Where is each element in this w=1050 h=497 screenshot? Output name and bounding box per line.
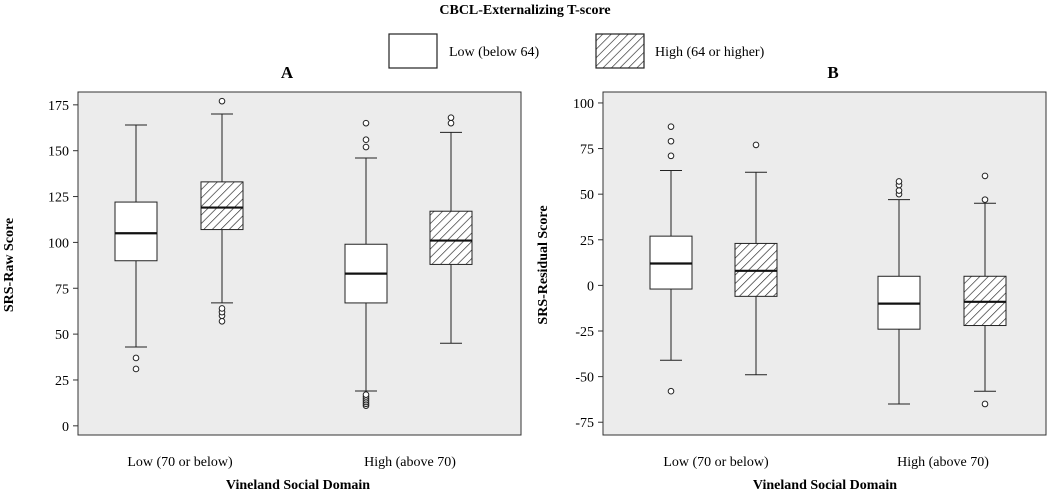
iqr-box xyxy=(429,210,473,265)
panel-b-ylabel: SRS-Residual Score xyxy=(536,205,551,324)
outlier-point xyxy=(132,354,140,362)
panel-b-high-box-low xyxy=(734,141,778,376)
outlier-point xyxy=(981,196,989,203)
outlier-point xyxy=(362,119,370,127)
panel-b-ytick-label: -50 xyxy=(575,371,594,386)
legend-title: CBCL-Externalizing T-score xyxy=(439,3,610,18)
panel-a-low-box-low xyxy=(114,124,158,373)
outlier-point xyxy=(132,365,140,373)
panel-b-xtick-low: Low (70 or below) xyxy=(663,455,769,470)
outlier-point xyxy=(218,97,226,105)
panel-a-ytick-label: 50 xyxy=(55,328,69,343)
panel-b-xlabel: Vineland Social Domain xyxy=(753,478,897,492)
legend-item-low: Low (below 64) xyxy=(388,33,540,69)
legend-item-high: High (64 or higher) xyxy=(595,33,765,69)
outlier-point xyxy=(667,387,675,395)
outlier-point xyxy=(895,187,903,194)
panel-b-ytick-label: 0 xyxy=(587,279,594,294)
outlier-point xyxy=(981,400,989,408)
panel-a-ytick-label: 75 xyxy=(55,282,69,297)
legend-label-low: Low (below 64) xyxy=(449,45,540,60)
panel-a-boxes xyxy=(114,97,473,409)
panel-b-ytick-label: 100 xyxy=(573,97,594,112)
outlier-point xyxy=(895,178,903,185)
outlier-point xyxy=(447,114,455,121)
outlier-point xyxy=(447,119,455,127)
panel-b-low-box-low xyxy=(649,123,693,395)
panel-a-ytick-label: 0 xyxy=(62,420,69,435)
panel-b-y-axis: -75 -50 -25 0 25 50 75 100 xyxy=(573,97,603,431)
outlier-point xyxy=(752,141,760,149)
outlier-point xyxy=(362,143,370,151)
panel-a-high-box-low xyxy=(200,97,244,325)
panel-a-xlabel: Vineland Social Domain xyxy=(226,478,370,492)
panel-b-boxes xyxy=(649,123,1007,408)
legend-swatch-high xyxy=(595,33,645,69)
panel-b-ytick-label: 75 xyxy=(580,143,594,158)
outlier-point xyxy=(218,305,226,312)
panel-a-ytick-label: 125 xyxy=(48,191,69,206)
panel-b-ytick-label: -75 xyxy=(575,416,594,431)
outlier-point xyxy=(362,391,370,398)
outlier-point xyxy=(362,136,370,143)
outlier-point xyxy=(667,152,675,160)
panel-a-xtick-low: Low (70 or below) xyxy=(127,455,233,470)
panel-a-high-box-high xyxy=(429,114,473,344)
outlier-point xyxy=(218,317,226,325)
panel-b-label: B xyxy=(827,63,838,82)
iqr-box xyxy=(200,181,244,231)
outlier-point xyxy=(981,172,989,180)
panel-b-high-box-high xyxy=(963,172,1007,408)
panel-b-ytick-label: 50 xyxy=(580,188,594,203)
panel-a-low-box-high xyxy=(344,119,388,409)
panel-b-xtick-high: High (above 70) xyxy=(897,455,989,470)
panel-a-ytick-label: 100 xyxy=(48,236,69,251)
outlier-point xyxy=(667,123,675,130)
legend-swatch-low xyxy=(388,33,438,69)
panel-b-ytick-label: 25 xyxy=(580,234,594,249)
panel-b-ytick-label: -25 xyxy=(575,325,594,340)
panel-a-ytick-label: 175 xyxy=(48,99,69,114)
panel-b-low-box-high xyxy=(877,178,921,405)
iqr-box xyxy=(114,201,158,262)
panel-a-ylabel: SRS-Raw Score xyxy=(2,218,17,312)
panel-a-ytick-label: 150 xyxy=(48,145,69,160)
panel-a-ytick-label: 25 xyxy=(55,374,69,389)
panel-a-y-axis: 0 25 50 75 100 125 150 175 xyxy=(48,99,78,435)
outlier-point xyxy=(667,137,675,145)
panel-a-label: A xyxy=(281,63,294,82)
legend-label-high: High (64 or higher) xyxy=(655,45,765,60)
panel-a-xtick-high: High (above 70) xyxy=(364,455,456,470)
